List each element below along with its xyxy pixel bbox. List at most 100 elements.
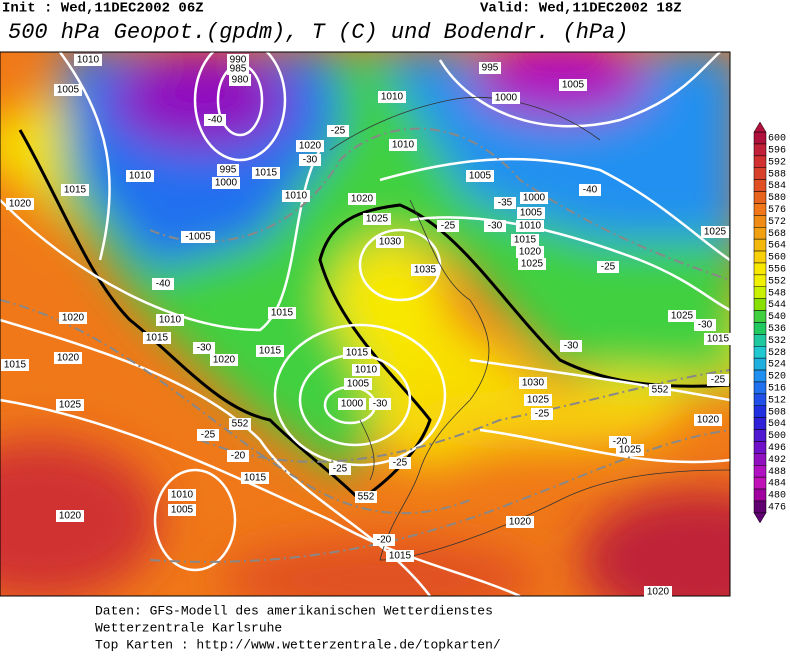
contour-label: 1025 <box>59 400 82 411</box>
colorbar-swatch <box>753 393 767 407</box>
map-area <box>0 52 730 596</box>
label-background <box>376 236 404 248</box>
label-background <box>484 220 506 232</box>
isobars <box>0 52 730 596</box>
contour-label: -40 <box>583 185 598 196</box>
contour-label: 1020 <box>519 247 542 258</box>
label-background <box>212 177 240 189</box>
colorbar-swatch <box>753 227 767 240</box>
contour-label: 1030 <box>522 378 545 389</box>
contour-label: -25 <box>393 458 408 469</box>
colorbar-swatch <box>753 191 767 204</box>
colorbar-swatch <box>753 143 767 157</box>
label-background <box>519 377 547 389</box>
contour-label: -30 <box>303 155 318 166</box>
contour-label: -20 <box>231 451 246 462</box>
colorbar-label: 520 <box>768 372 786 383</box>
colorbar-label: 592 <box>768 157 786 168</box>
contour-label: 1025 <box>527 395 550 406</box>
label-background <box>227 63 249 75</box>
contour-label: 1025 <box>704 227 727 238</box>
contour-label: 985 <box>230 64 247 75</box>
label-background <box>668 310 696 322</box>
label-background <box>516 220 544 232</box>
colorbar-swatch <box>753 476 767 490</box>
colorbar-label: 596 <box>768 146 786 157</box>
colorbar-swatch <box>753 334 767 347</box>
label-background <box>229 418 251 430</box>
label-background <box>694 319 716 331</box>
label-background <box>579 184 601 196</box>
contour-label: 1015 <box>259 346 282 357</box>
label-background <box>54 84 82 96</box>
label-background <box>296 140 324 152</box>
label-background <box>516 246 544 258</box>
label-background <box>204 114 226 126</box>
contour-label: 1000 <box>523 193 546 204</box>
colorbar-swatch <box>753 500 767 514</box>
contour-label: 1005 <box>171 505 194 516</box>
colorbar-label: 492 <box>768 455 786 466</box>
contour-label: 1015 <box>255 168 278 179</box>
label-background <box>520 192 548 204</box>
contour-label: 1000 <box>341 399 364 410</box>
colorbar-label: 476 <box>768 503 786 514</box>
label-background <box>210 354 238 366</box>
contour-label: 995 <box>482 63 499 74</box>
label-background <box>355 491 377 503</box>
colorbar-arrow-bottom <box>753 512 767 524</box>
contour-label: 1025 <box>366 214 389 225</box>
contour-label: 1015 <box>707 334 730 345</box>
contour-label: -25 <box>201 430 216 441</box>
label-background <box>268 307 296 319</box>
label-background <box>241 472 269 484</box>
label-background <box>352 364 380 376</box>
colorbar-swatch <box>753 322 767 335</box>
contour-label: -25 <box>333 464 348 475</box>
contour-label: 1020 <box>351 194 374 205</box>
contour-label: 1005 <box>520 208 543 219</box>
colorbar-label: 572 <box>768 217 786 228</box>
contour-label: 1025 <box>619 445 642 456</box>
contour-label: -30 <box>564 341 579 352</box>
label-background <box>193 342 215 354</box>
label-background <box>704 333 732 345</box>
contour-label: 980 <box>232 75 249 86</box>
contour-label: 990 <box>230 55 247 66</box>
contour-label: -30 <box>197 343 212 354</box>
label-background <box>560 340 582 352</box>
label-background <box>363 213 391 225</box>
contour-label: 995 <box>220 165 237 176</box>
contour-label: 1020 <box>697 415 720 426</box>
colorbar-label: 488 <box>768 467 786 478</box>
label-background <box>329 463 351 475</box>
contour-label: -1005 <box>185 232 211 243</box>
contour-label: 1020 <box>509 517 532 528</box>
label-background <box>506 516 534 528</box>
contour-label: 552 <box>652 385 669 396</box>
colorbar-label: 560 <box>768 253 786 264</box>
label-background <box>56 510 84 522</box>
label-background <box>168 504 196 516</box>
label-background <box>524 394 552 406</box>
colorbar-swatch <box>753 238 767 252</box>
contour-label: 1020 <box>59 511 82 522</box>
label-background <box>1 359 29 371</box>
contour-label: 1010 <box>77 55 100 66</box>
label-background <box>518 258 546 270</box>
contour-label: -25 <box>441 221 456 232</box>
contour-label: 1020 <box>62 313 85 324</box>
contour-label: -25 <box>601 262 616 273</box>
contour-label: 1015 <box>346 348 369 359</box>
colorbar-label: 568 <box>768 229 786 240</box>
contour-label: -20 <box>377 535 392 546</box>
colorbar-label: 580 <box>768 193 786 204</box>
contour-label: -25 <box>711 375 726 386</box>
label-background <box>299 154 321 166</box>
colorbar-label: 480 <box>768 491 786 502</box>
contour-label: -35 <box>498 198 513 209</box>
contour-label: 1020 <box>213 355 236 366</box>
colorbar-label: 500 <box>768 431 786 442</box>
colorbar-label: 532 <box>768 336 786 347</box>
